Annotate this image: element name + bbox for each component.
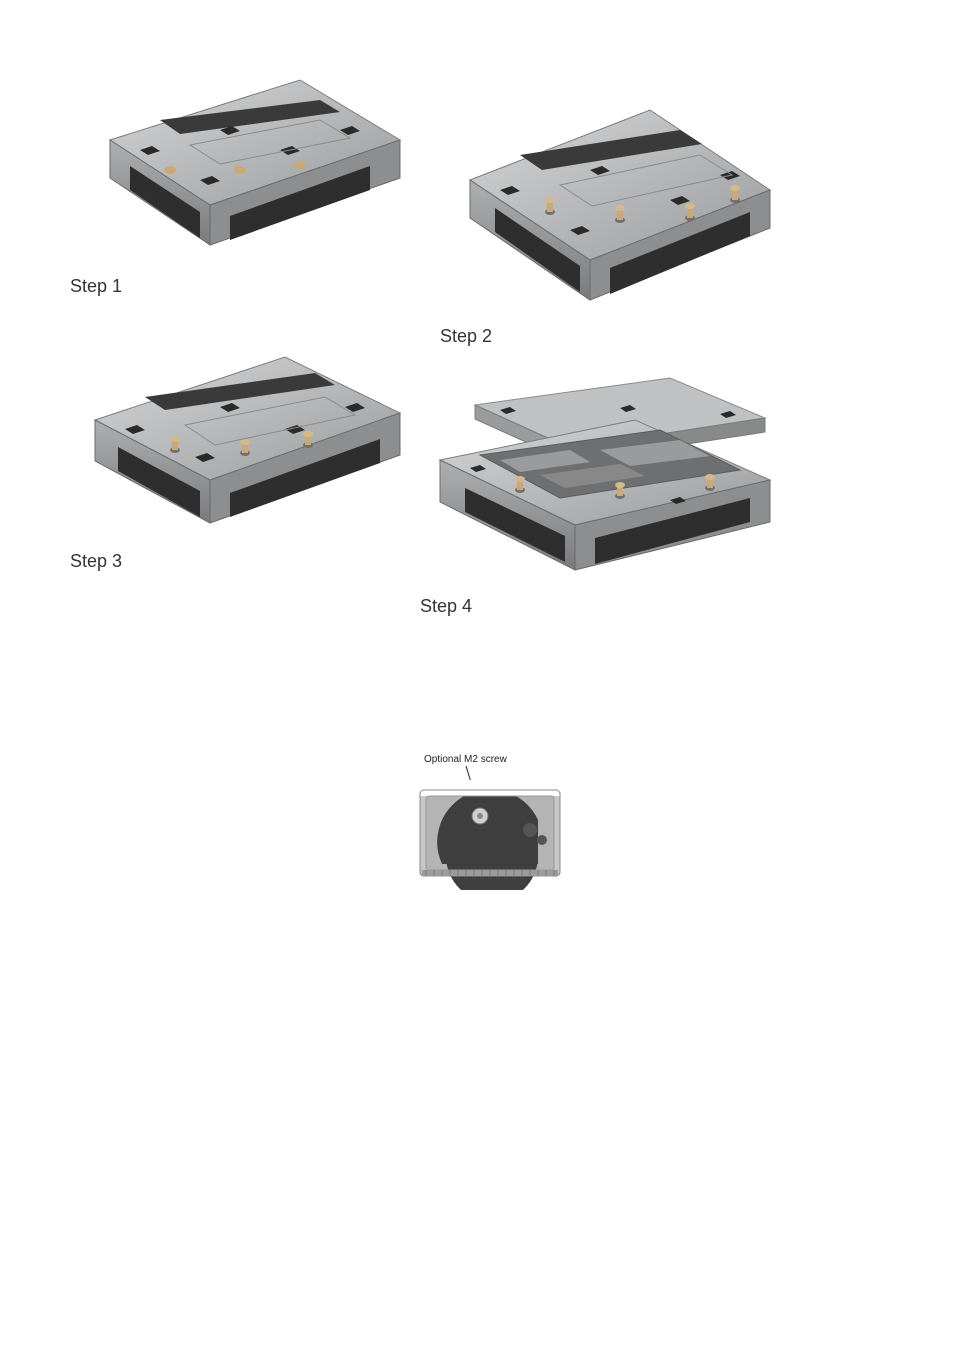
step2-label: Step 2: [440, 326, 780, 347]
device-step3: [70, 345, 410, 545]
step-2-block: Step 2: [440, 100, 780, 347]
step-3-block: Step 3: [70, 345, 410, 572]
step-4-block: Step 4: [420, 370, 780, 617]
device-step4: [420, 370, 780, 590]
callout-label: Optional M2 screw: [424, 754, 507, 765]
step4-label: Step 4: [420, 596, 780, 617]
step3-label: Step 3: [70, 551, 410, 572]
device-step1: [70, 70, 410, 270]
step-1-block: Step 1: [70, 70, 410, 297]
drive-tray-detail: [410, 760, 570, 890]
detail-figure: Optional M2 screw: [410, 760, 570, 895]
device-step2: [440, 100, 780, 320]
step1-label: Step 1: [70, 276, 410, 297]
